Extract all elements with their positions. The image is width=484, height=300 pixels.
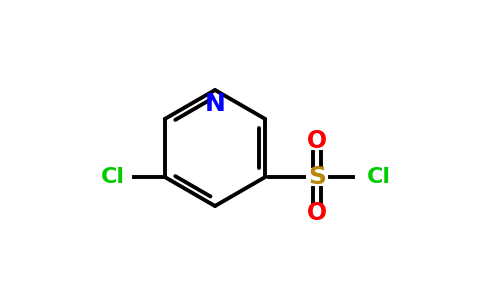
Text: Cl: Cl (367, 167, 391, 187)
Text: S: S (308, 165, 326, 189)
Text: O: O (307, 201, 327, 225)
Text: Cl: Cl (101, 167, 125, 187)
Text: N: N (205, 92, 226, 116)
Text: O: O (307, 129, 327, 153)
